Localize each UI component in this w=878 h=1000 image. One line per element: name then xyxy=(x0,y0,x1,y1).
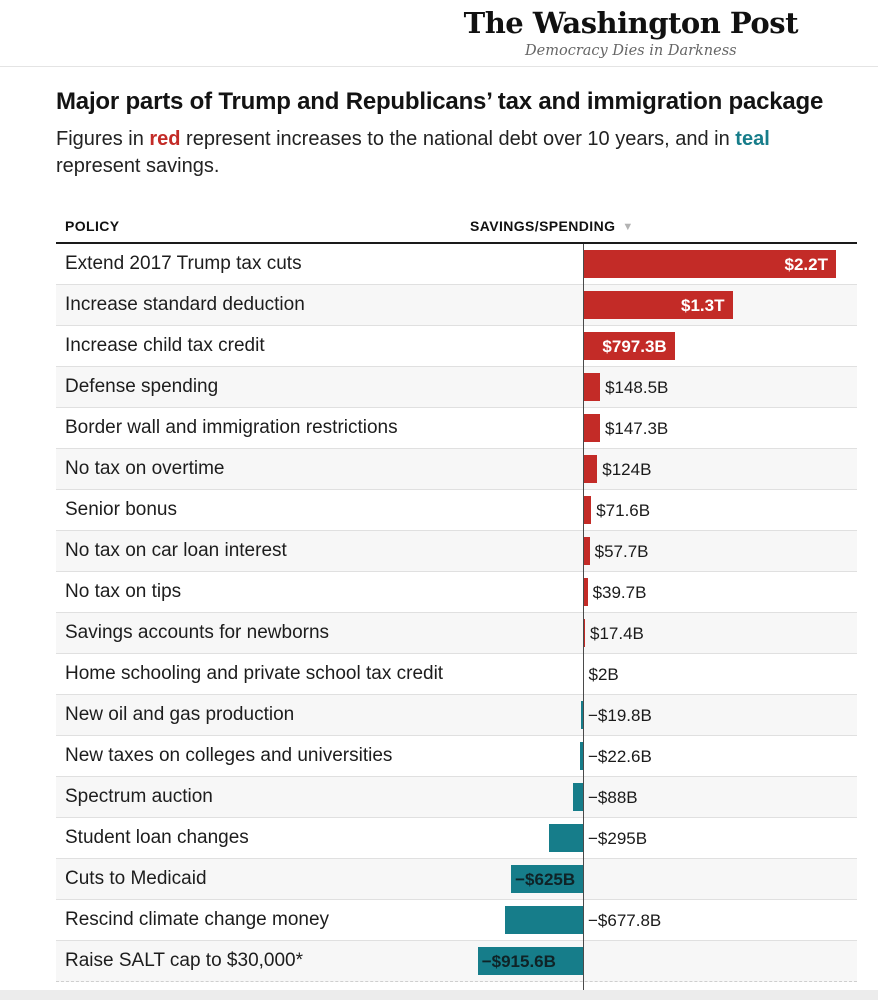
subtitle-red-word: red xyxy=(149,127,181,150)
table-row: Increase child tax credit $797.3B xyxy=(56,325,857,367)
table-row: New oil and gas production −$19.8B xyxy=(56,694,857,736)
policy-label: No tax on car loan interest xyxy=(65,539,287,561)
value-bar xyxy=(549,823,583,852)
policy-label: Border wall and immigration restrictions xyxy=(65,416,398,438)
value-bar xyxy=(477,946,583,975)
value-bar xyxy=(511,864,583,893)
value-label: $1.3T xyxy=(681,295,725,315)
value-bar xyxy=(583,331,675,360)
value-label: −$677.8B xyxy=(588,910,662,930)
value-bar xyxy=(505,905,583,934)
value-bar xyxy=(583,618,585,647)
chart-title: Major parts of Trump and Republicans’ ta… xyxy=(56,88,824,115)
policy-column-header[interactable]: POLICY xyxy=(65,217,120,234)
value-label: $2.2T xyxy=(784,254,828,274)
subtitle-text-1: Figures in xyxy=(56,127,150,150)
value-label: $148.5B xyxy=(605,377,669,397)
policy-label: Rescind climate change money xyxy=(65,908,330,930)
policy-label: Student loan changes xyxy=(65,826,249,848)
table-row: Increase standard deduction $1.3T xyxy=(56,284,857,326)
policy-label: No tax on tips xyxy=(65,580,182,602)
table-row: Defense spending $148.5B xyxy=(56,366,857,408)
policy-label: Raise SALT cap to $30,000* xyxy=(65,949,304,971)
value-bar xyxy=(583,290,733,319)
sort-descending-icon: ▼ xyxy=(622,220,634,233)
value-bar xyxy=(583,536,590,565)
subtitle-teal-word: teal xyxy=(735,127,770,150)
wapo-tagline: Democracy Dies in Darkness xyxy=(525,43,737,59)
policy-label: Savings accounts for newborns xyxy=(65,621,330,643)
value-label: $2B xyxy=(588,664,619,684)
policy-label: Home schooling and private school tax cr… xyxy=(65,662,444,684)
wapo-logo: The Washington Post Democracy Dies in Da… xyxy=(463,6,799,59)
value-column-header[interactable]: SAVINGS/SPENDING ▼ xyxy=(470,218,634,234)
value-label: −$88B xyxy=(588,787,638,807)
value-bar xyxy=(583,577,588,606)
value-label: $124B xyxy=(602,459,652,479)
policy-label: Extend 2017 Trump tax cuts xyxy=(65,252,302,274)
policy-label: New oil and gas production xyxy=(65,703,295,725)
policy-label: Senior bonus xyxy=(65,498,177,520)
table-row: New taxes on colleges and universities −… xyxy=(56,735,857,777)
bar-table: POLICY SAVINGS/SPENDING ▼ Extend 2017 Tru… xyxy=(56,210,857,990)
value-bar xyxy=(583,454,598,483)
table-row: Rescind climate change money −$677.8B xyxy=(56,899,857,941)
policy-label: Cuts to Medicaid xyxy=(65,867,207,889)
subtitle-text-2: represent increases to the national debt… xyxy=(180,127,736,150)
value-label: −$19.8B xyxy=(588,705,652,725)
table-row: Border wall and immigration restrictions… xyxy=(56,407,857,449)
table-row: Spectrum auction −$88B xyxy=(56,776,857,818)
value-label: $797.3B xyxy=(602,336,667,356)
value-label: −$295B xyxy=(588,828,648,848)
value-label: $17.4B xyxy=(590,623,644,643)
table-row: Student loan changes −$295B xyxy=(56,817,857,859)
policy-label: Increase child tax credit xyxy=(65,334,265,356)
policy-label: No tax on overtime xyxy=(65,457,225,479)
column-headers: POLICY SAVINGS/SPENDING ▼ xyxy=(56,210,857,244)
chart-description: Figures in red represent increases to th… xyxy=(56,126,818,180)
value-label: −$625B xyxy=(515,869,576,889)
page-bottom-divider xyxy=(0,990,878,1000)
value-label: $39.7B xyxy=(592,582,647,602)
value-label: −$915.6B xyxy=(481,951,556,971)
table-row: No tax on car loan interest $57.7B xyxy=(56,530,857,572)
value-bar xyxy=(583,249,836,278)
value-label: $147.3B xyxy=(604,418,669,438)
table-row: No tax on overtime $124B xyxy=(56,448,857,490)
policy-label: New taxes on colleges and universities xyxy=(65,744,393,766)
table-row: Extend 2017 Trump tax cuts $2.2T xyxy=(56,243,857,285)
table-row: Home schooling and private school tax cr… xyxy=(56,653,857,695)
value-column-header-label: SAVINGS/SPENDING xyxy=(470,217,616,234)
wapo-logo-text: The Washington Post xyxy=(463,6,799,40)
policy-label: Spectrum auction xyxy=(65,785,213,807)
value-bar xyxy=(580,700,583,729)
value-bar xyxy=(572,782,583,811)
value-bar xyxy=(580,741,583,770)
value-bar xyxy=(583,372,601,401)
table-row: No tax on tips $39.7B xyxy=(56,571,857,613)
value-label: $57.7B xyxy=(594,541,649,561)
value-label: $71.6B xyxy=(596,500,651,520)
table-row: Cuts to Medicaid −$625B xyxy=(56,858,857,900)
table-rows: Extend 2017 Trump tax cuts $2.2T Increas… xyxy=(56,243,857,990)
masthead: The Washington Post Democracy Dies in Da… xyxy=(0,0,878,67)
policy-label: Defense spending xyxy=(65,375,219,397)
policy-label: Increase standard deduction xyxy=(65,293,305,315)
subtitle-text-3: represent savings. xyxy=(56,154,220,177)
table-row: Savings accounts for newborns $17.4B xyxy=(56,612,857,654)
table-row: Raise SALT cap to $30,000* −$915.6B xyxy=(56,940,857,982)
value-label: −$22.6B xyxy=(588,746,652,766)
zero-axis-line xyxy=(583,243,584,990)
value-bar xyxy=(583,413,600,442)
table-row: Senior bonus $71.6B xyxy=(56,489,857,531)
value-bar xyxy=(583,495,592,524)
